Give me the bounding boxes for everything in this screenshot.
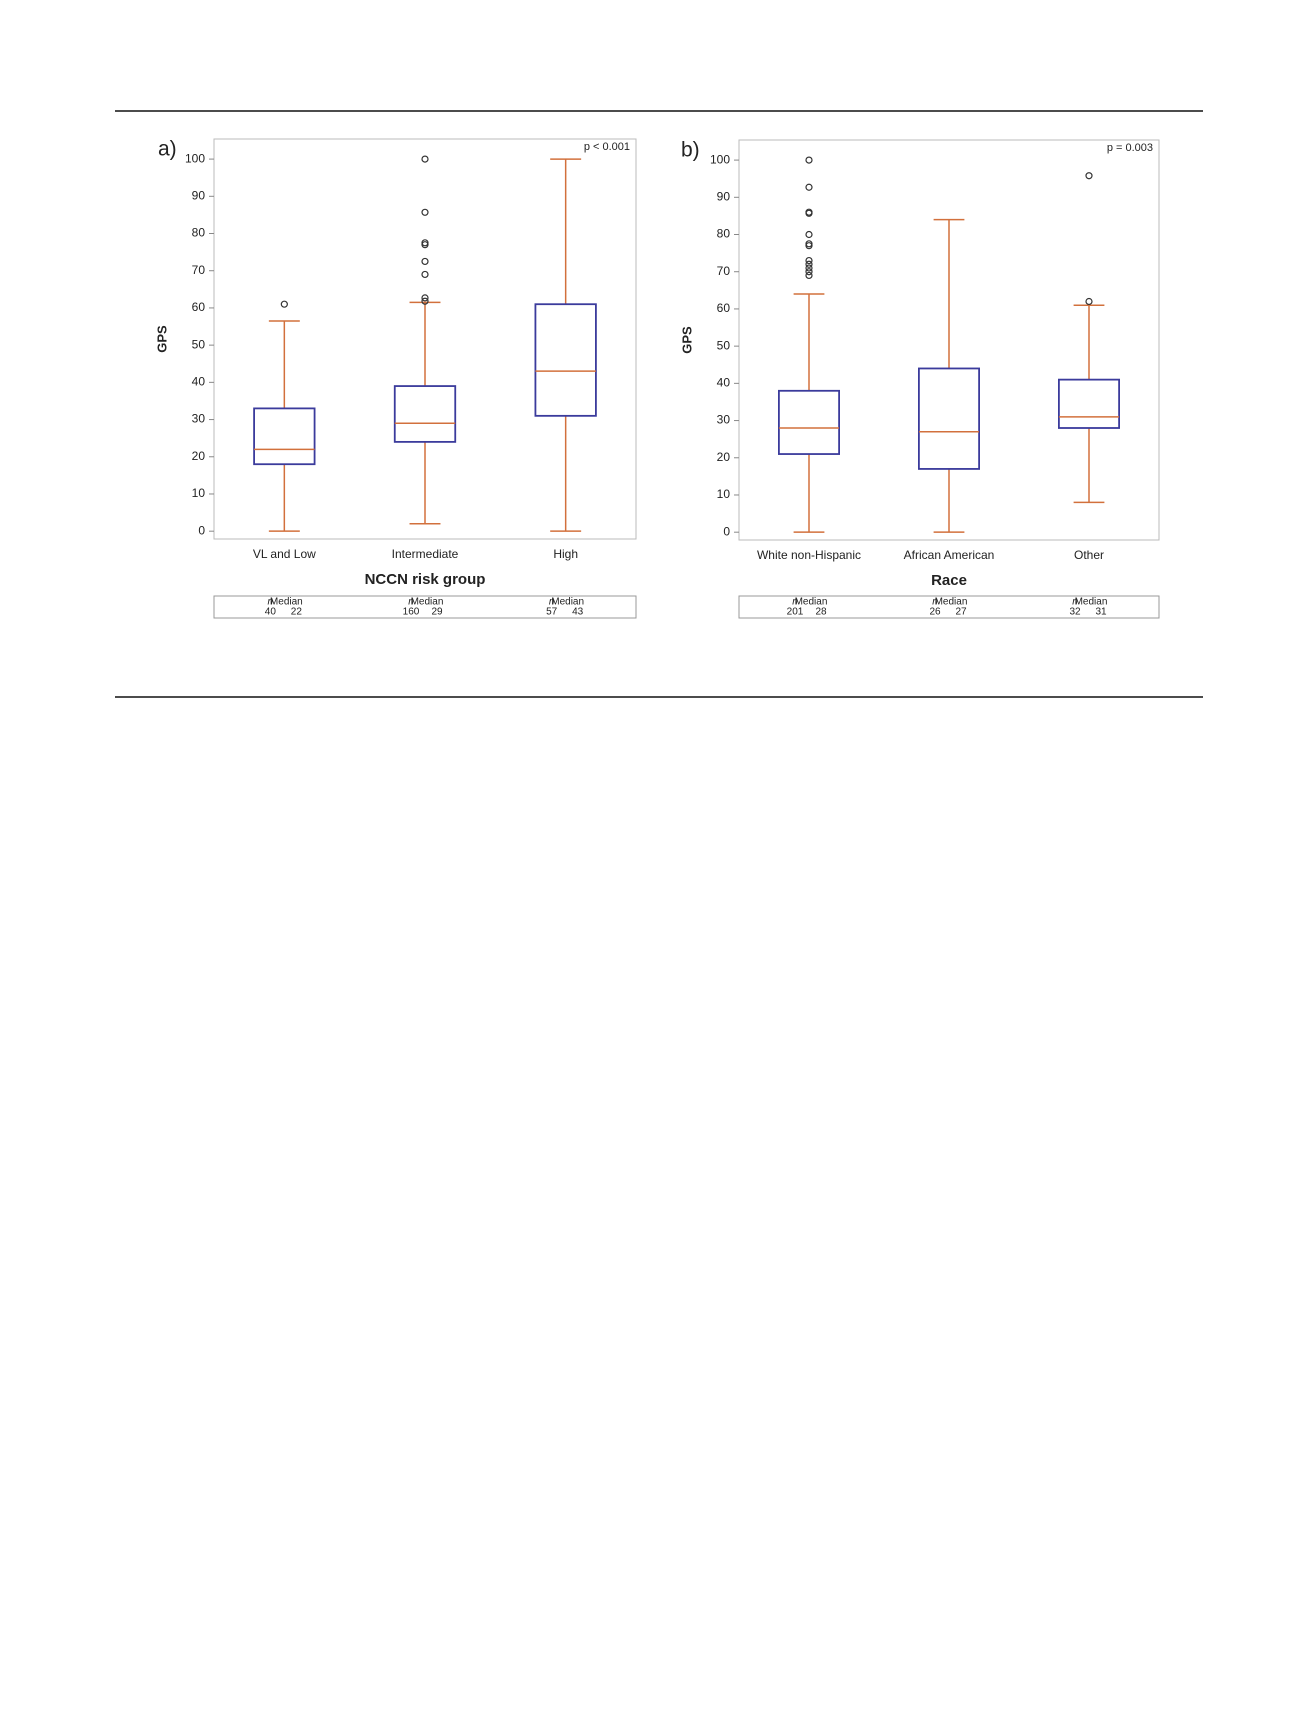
table-header-median: Median bbox=[795, 597, 828, 608]
outlier bbox=[805, 156, 813, 164]
y-tick-label: 100 bbox=[710, 152, 730, 166]
x-tick-label: High bbox=[553, 547, 578, 561]
box bbox=[1058, 378, 1121, 429]
box bbox=[918, 367, 981, 470]
table-median: 27 bbox=[955, 607, 967, 618]
outlier bbox=[421, 208, 429, 216]
outlier bbox=[421, 155, 429, 163]
x-tick-label: African American bbox=[904, 548, 995, 562]
y-tick-label: 10 bbox=[717, 487, 731, 501]
outlier bbox=[421, 257, 429, 266]
table-header-n: n bbox=[408, 597, 414, 608]
table-median: 31 bbox=[1095, 607, 1107, 618]
outlier bbox=[1085, 297, 1093, 306]
box bbox=[253, 407, 316, 466]
y-axis-title: GPS bbox=[154, 325, 169, 353]
table-n: 26 bbox=[929, 607, 941, 618]
y-tick-label: 60 bbox=[717, 301, 731, 315]
x-axis-title: Race bbox=[931, 572, 967, 589]
y-tick-label: 10 bbox=[192, 486, 206, 500]
box bbox=[534, 303, 597, 417]
y-tick-label: 50 bbox=[192, 337, 206, 351]
table-median: 29 bbox=[431, 607, 443, 618]
table-median: 22 bbox=[291, 607, 303, 618]
outlier bbox=[805, 208, 813, 216]
table-header-median: Median bbox=[1075, 597, 1108, 608]
outlier bbox=[280, 300, 288, 308]
table-header-median: Median bbox=[935, 597, 968, 608]
table-header-n: n bbox=[932, 597, 938, 608]
plot-frame bbox=[213, 138, 637, 540]
table-n: 57 bbox=[546, 607, 558, 618]
annotation: p = 0.003 bbox=[1107, 142, 1153, 154]
table-header-median: Median bbox=[411, 597, 444, 608]
x-axis-title: NCCN risk group bbox=[365, 571, 486, 588]
y-tick-label: 60 bbox=[192, 300, 206, 314]
table-header-n: n bbox=[549, 597, 555, 608]
y-tick-label: 80 bbox=[192, 226, 206, 240]
table-header-n: n bbox=[268, 597, 274, 608]
plot-frame bbox=[738, 139, 1160, 541]
x-tick-label: VL and Low bbox=[253, 547, 316, 561]
table-n: 32 bbox=[1069, 607, 1081, 618]
y-tick-label: 80 bbox=[717, 227, 731, 241]
outlier bbox=[805, 271, 813, 280]
x-tick-label: White non-Hispanic bbox=[757, 548, 861, 562]
box bbox=[393, 385, 457, 443]
table-header-n: n bbox=[792, 597, 798, 608]
outlier bbox=[805, 264, 813, 272]
stats-table bbox=[213, 595, 637, 619]
outlier bbox=[805, 183, 813, 191]
outlier bbox=[421, 239, 429, 247]
x-tick-label: Intermediate bbox=[392, 547, 459, 561]
outlier bbox=[805, 230, 813, 239]
table-header-n: n bbox=[1072, 597, 1078, 608]
outlier bbox=[1085, 172, 1093, 180]
table-header-median: Median bbox=[551, 597, 584, 608]
table-n: 201 bbox=[787, 607, 804, 618]
table-median: 43 bbox=[572, 607, 584, 618]
outlier bbox=[805, 268, 813, 276]
y-tick-label: 20 bbox=[717, 450, 731, 464]
y-tick-label: 70 bbox=[192, 263, 206, 277]
y-tick-label: 20 bbox=[192, 449, 206, 463]
y-tick-label: 40 bbox=[192, 375, 206, 389]
y-tick-label: 90 bbox=[717, 189, 731, 203]
stats-table bbox=[738, 595, 1160, 619]
table-median: 28 bbox=[815, 607, 827, 618]
y-tick-label: 90 bbox=[192, 188, 206, 202]
y-axis-title: GPS bbox=[679, 326, 694, 354]
panel-label: b) bbox=[681, 139, 700, 162]
table-header-median: Median bbox=[270, 597, 303, 608]
y-tick-label: 70 bbox=[717, 264, 731, 278]
outlier bbox=[805, 256, 813, 265]
y-tick-label: 0 bbox=[723, 524, 730, 538]
outlier bbox=[421, 270, 429, 279]
annotation: p < 0.001 bbox=[584, 141, 630, 153]
y-tick-label: 100 bbox=[185, 151, 205, 165]
box bbox=[778, 389, 841, 455]
y-tick-label: 40 bbox=[717, 376, 731, 390]
outlier bbox=[421, 294, 429, 302]
outlier bbox=[421, 297, 429, 305]
outlier bbox=[805, 260, 813, 268]
panel-label: a) bbox=[158, 138, 177, 161]
table-n: 40 bbox=[265, 607, 277, 618]
outlier bbox=[805, 240, 813, 248]
y-tick-label: 30 bbox=[192, 412, 206, 426]
y-tick-label: 30 bbox=[717, 413, 731, 427]
x-tick-label: Other bbox=[1074, 548, 1104, 562]
y-tick-label: 0 bbox=[198, 523, 205, 537]
table-n: 160 bbox=[403, 607, 420, 618]
y-tick-label: 50 bbox=[717, 338, 731, 352]
